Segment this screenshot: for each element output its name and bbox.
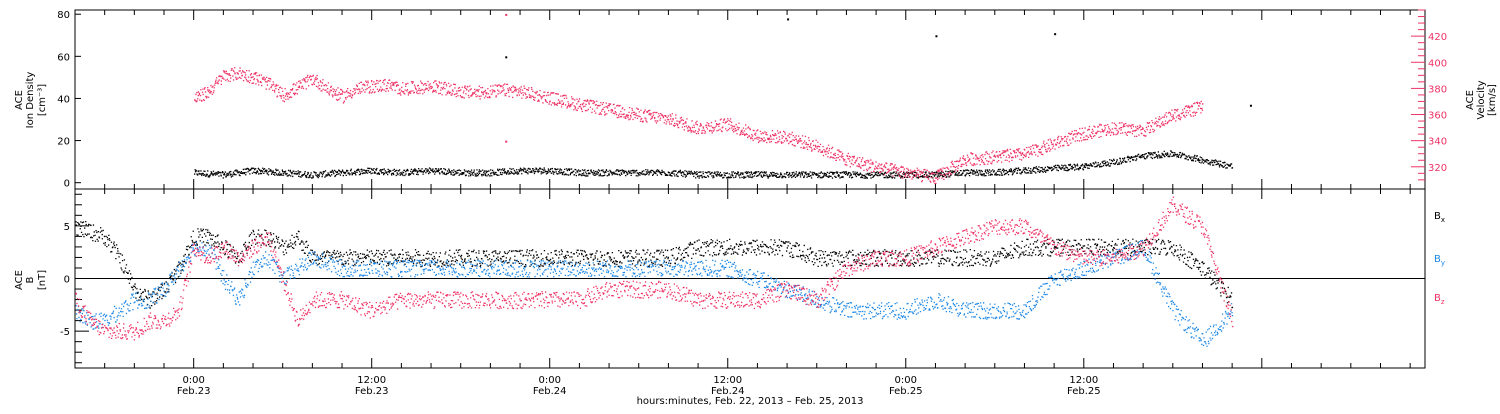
series-points-Bᵧ [75,239,1234,347]
legend-item-y: By [1434,254,1445,267]
x-tick-time-label: 12:00 [357,375,386,386]
legend: Bx By Bz [1434,211,1445,306]
velocity-tick-label: 320 [1428,163,1447,174]
density-tick-label: 40 [57,94,70,105]
velocity-tick-label: 360 [1428,111,1447,122]
velocity-axis-label-line-2: Velocity [1476,80,1487,119]
x-tick-time-label: 0:00 [895,375,917,386]
bottom-panel: -5 0 5 ACE B [nT] Bx By Bz [14,188,1445,369]
x-tick-date-label: Feb.24 [533,386,567,397]
density-tick-label: 20 [57,137,70,148]
x-tick-time-label: 12:00 [713,375,742,386]
density-axis-label-line-3: [cm⁻³] [37,84,48,116]
velocity-tick-label: 380 [1428,84,1447,95]
outlier-point [1054,33,1057,36]
outlier-point [787,18,790,21]
velocity-tick-label: 420 [1428,32,1447,43]
b-tick-label: -5 [60,327,70,338]
x-tick-time-label: 0:00 [538,375,560,386]
top-panel-points [194,13,1252,185]
b-axis-label-line-3: [nT] [37,270,48,290]
bottom-panel-points [75,196,1234,347]
x-tick-time-label: 12:00 [1069,375,1098,386]
series-points-Bₓ [75,221,1234,309]
x-tick-date-label: Feb.24 [711,386,745,397]
b-axis-ticks: -5 0 5 [60,193,89,364]
b-tick-label: 5 [64,222,70,233]
velocity-axis-label-line-1: ACE [1465,90,1476,110]
density-axis-label-line-2: Ion Density [25,72,36,129]
x-tick-date-label: Feb.25 [1067,386,1101,397]
b-tick-label: 0 [64,275,70,286]
legend-item-z: Bz [1434,293,1445,306]
series-points-Bᵩ [75,196,1234,341]
velocity-axis-label-line-3: [km/s] [1487,84,1498,116]
x-tick-time-label: 0:00 [182,375,204,386]
density-axis-label-line-1: ACE [14,90,25,110]
density-tick-label: 0 [64,179,70,190]
x-axis-label: hours:minutes, Feb. 22, 2013 – Feb. 25, … [637,396,864,407]
velocity-tick-label: 400 [1428,58,1447,69]
x-tick-date-label: Feb.25 [889,386,923,397]
density-tick-label: 60 [57,52,70,63]
series-points-velocity [194,67,1204,185]
density-axis-ticks: 0 20 40 60 80 [57,10,81,190]
outlier-point [935,35,938,38]
b-axis-label-line-1: ACE [14,270,25,290]
series-points-density [194,150,1234,179]
x-tick-date-label: Feb.23 [177,386,211,397]
top-panel: 0 20 40 60 80 320 340 360 380 400 420 ACE Ion Den… [14,9,1498,190]
legend-item-x: Bx [1434,211,1445,224]
velocity-axis-ticks: 320 340 360 380 400 420 [1411,9,1447,181]
outlier-point [1249,104,1252,107]
x-axis: 0:00Feb.2312:00Feb.230:00Feb.2412:00Feb.… [104,10,1411,397]
density-tick-label: 80 [57,10,70,21]
x-tick-date-label: Feb.23 [355,386,389,397]
velocity-tick-label: 340 [1428,137,1447,148]
outlier-point [505,13,508,16]
outlier-point [505,140,508,143]
b-axis-label-line-2: B [25,276,36,283]
outlier-point [505,56,508,59]
